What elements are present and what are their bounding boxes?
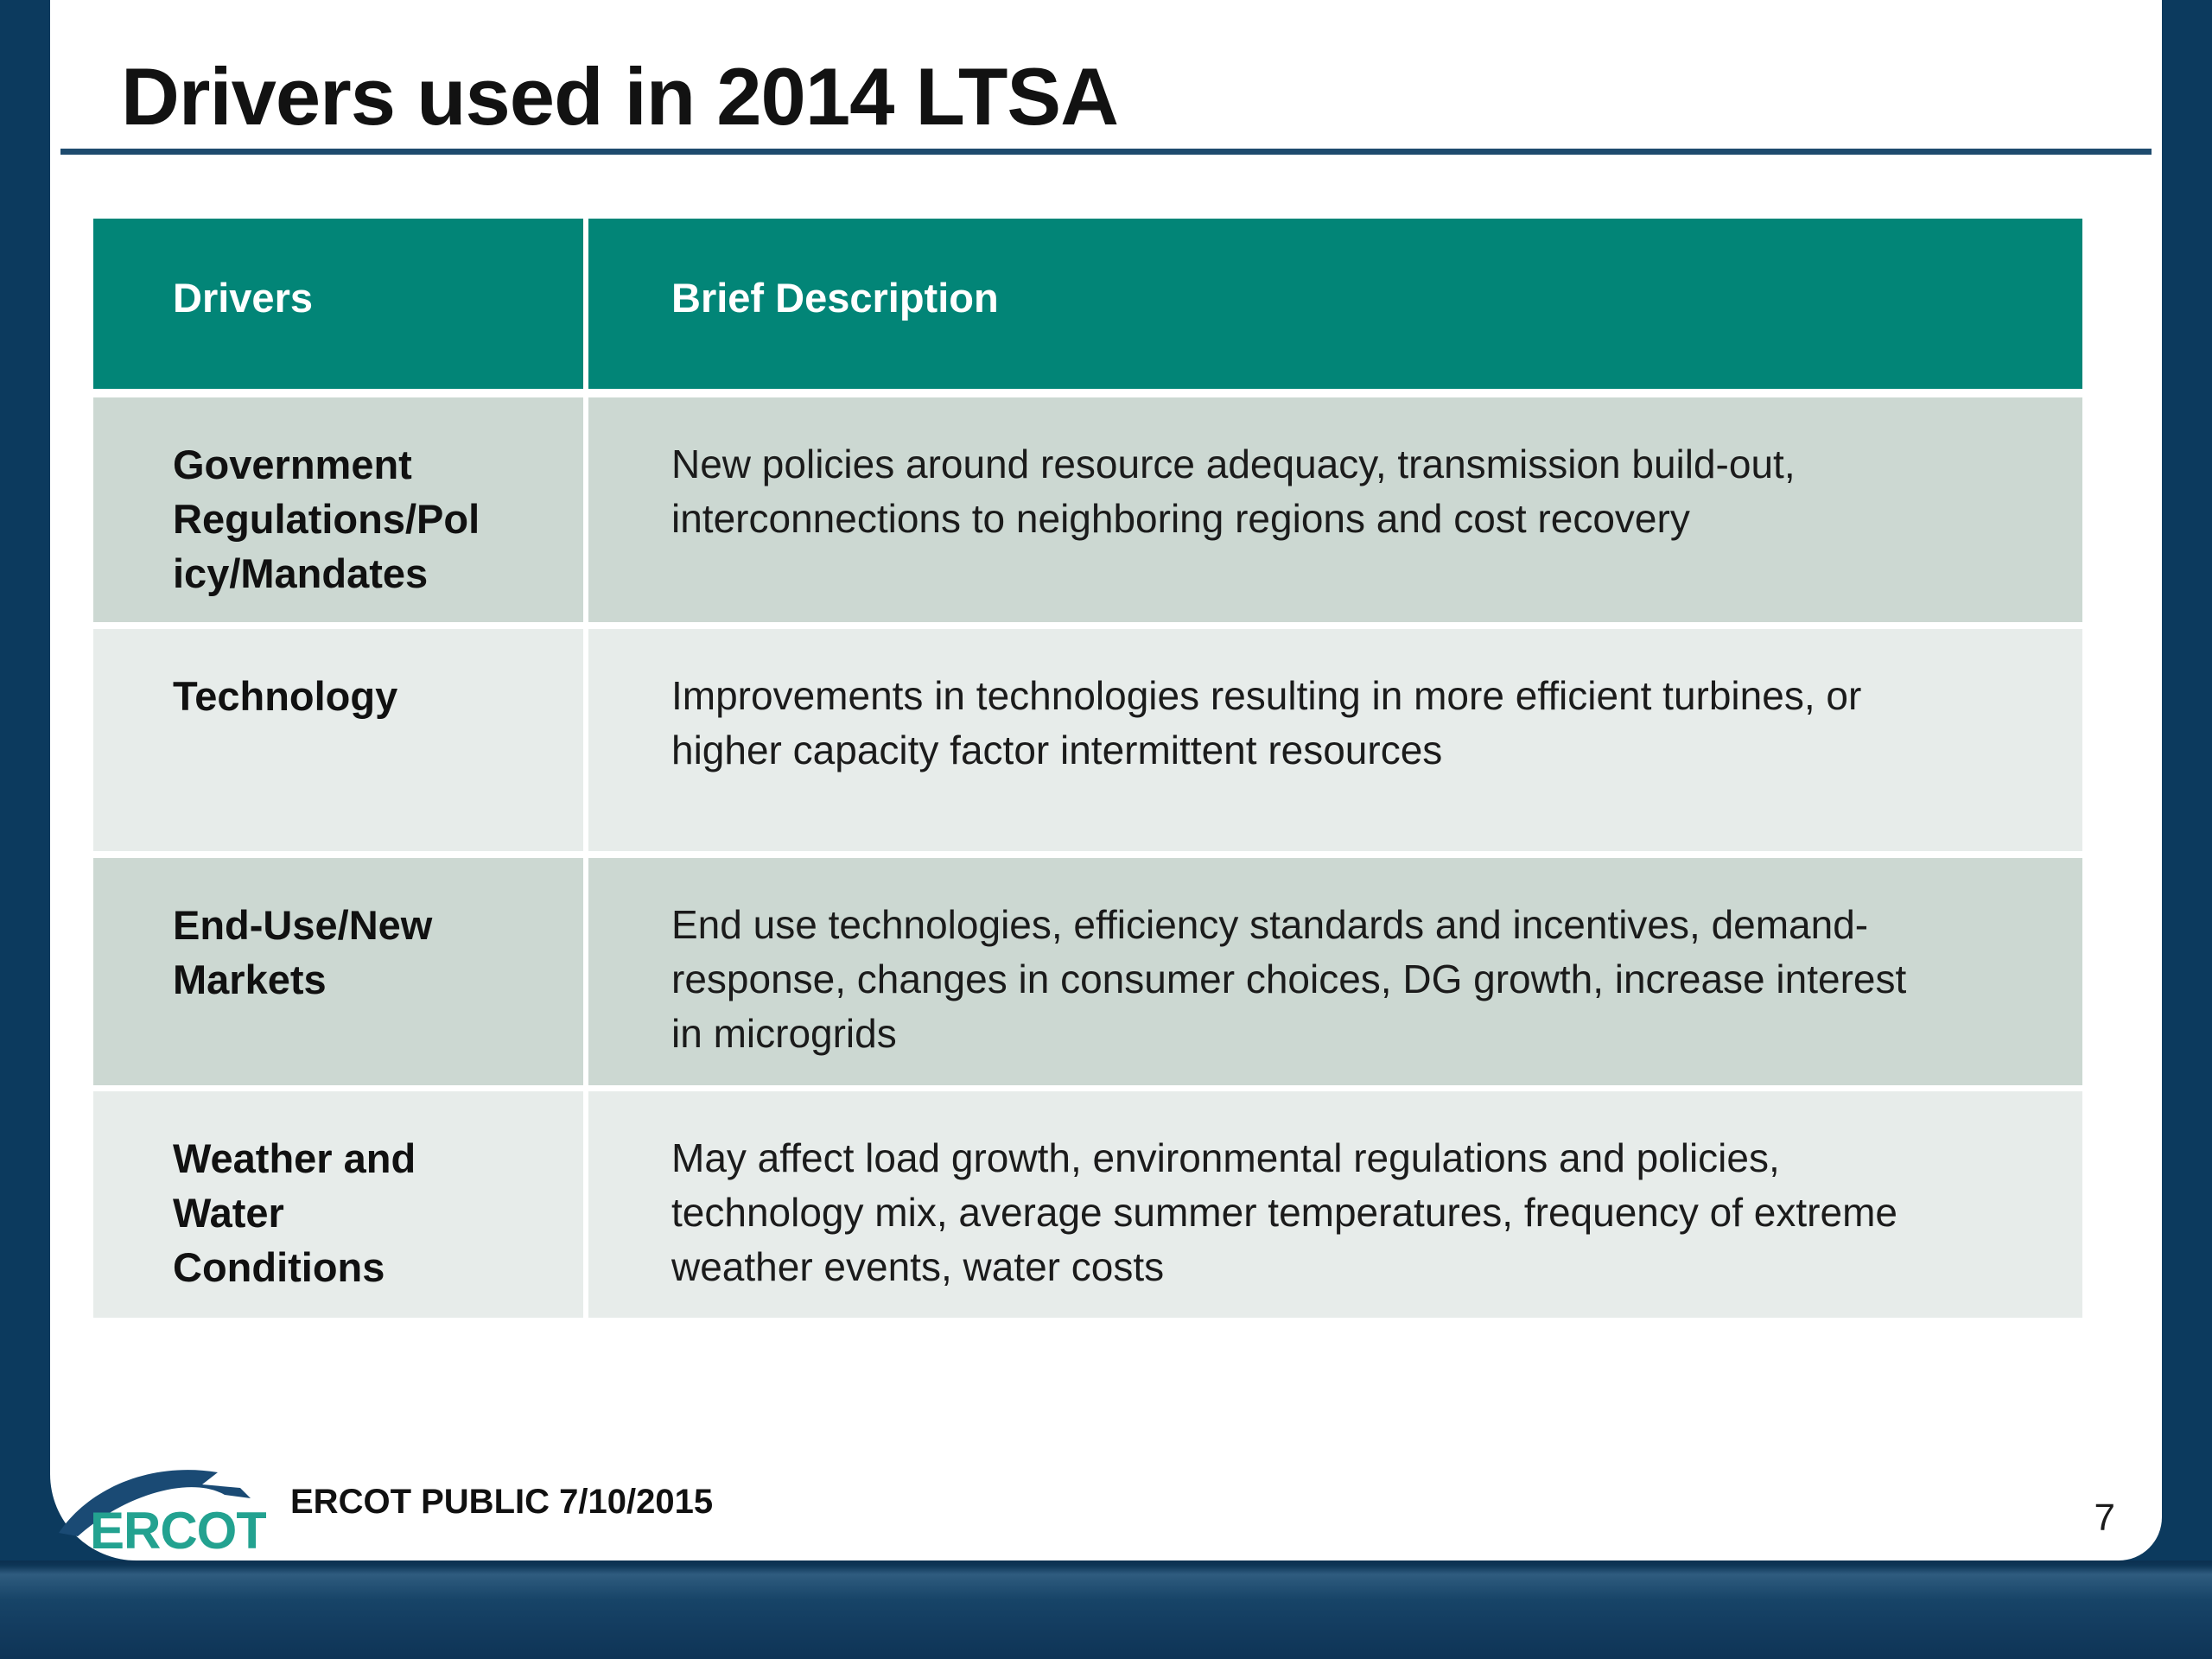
- page-number: 7: [2094, 1497, 2115, 1539]
- table-row: End-Use/New Markets End use technologies…: [93, 858, 2082, 1085]
- column-header-drivers: Drivers: [93, 219, 583, 389]
- title-underline: [60, 149, 2152, 155]
- table-row: Government Regulations/Pol icy/Mandates …: [93, 397, 2082, 622]
- description-cell: New policies around resource adequacy, t…: [588, 397, 2082, 622]
- column-divider: [583, 1091, 588, 1318]
- ercot-logo-text: ERCOT: [90, 1502, 266, 1559]
- column-divider: [583, 397, 588, 622]
- driver-cell: End-Use/New Markets: [93, 858, 583, 1085]
- column-header-brief-description: Brief Description: [588, 219, 2082, 389]
- driver-cell: Government Regulations/Pol icy/Mandates: [93, 397, 583, 622]
- table-row: Technology Improvements in technologies …: [93, 629, 2082, 851]
- ercot-logo: ERCOT: [59, 1470, 266, 1559]
- column-divider: [583, 219, 588, 389]
- ercot-logo-swoosh-icon: [59, 1470, 251, 1536]
- driver-cell: Weather and Water Conditions: [93, 1091, 583, 1318]
- description-cell: End use technologies, efficiency standar…: [588, 858, 2082, 1085]
- description-cell: May affect load growth, environmental re…: [588, 1091, 2082, 1318]
- drivers-table: Drivers Brief Description Government Reg…: [93, 219, 2082, 1318]
- column-divider: [583, 858, 588, 1085]
- page-title: Drivers used in 2014 LTSA: [121, 51, 1119, 142]
- footer-classification-text: ERCOT PUBLIC 7/10/2015: [290, 1483, 714, 1521]
- driver-cell: Technology: [93, 629, 583, 851]
- table-row: Weather and Water Conditions May affect …: [93, 1091, 2082, 1318]
- description-cell: Improvements in technologies resulting i…: [588, 629, 2082, 851]
- footer-gradient-band: [0, 1560, 2212, 1659]
- table-header-row: Drivers Brief Description: [93, 219, 2082, 389]
- column-divider: [583, 629, 588, 851]
